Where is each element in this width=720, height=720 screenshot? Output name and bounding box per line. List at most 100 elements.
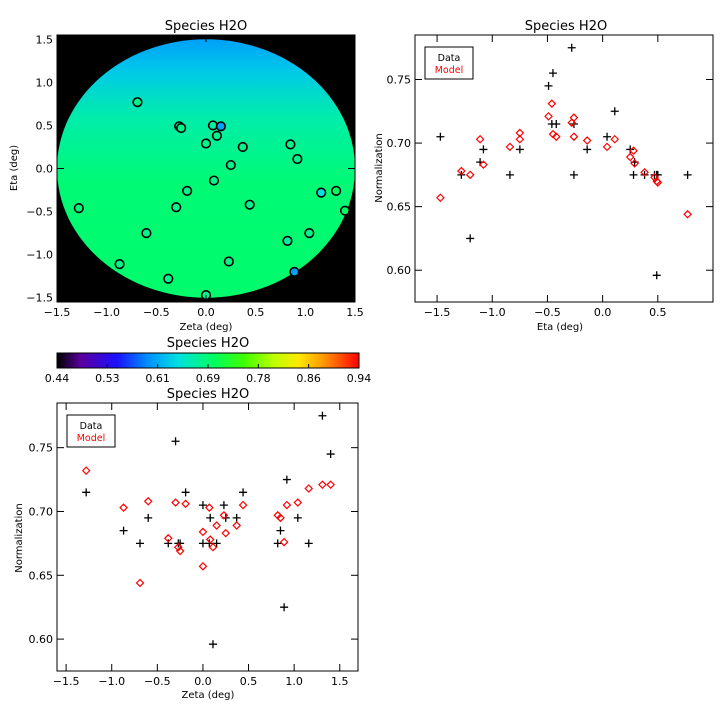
eta-data-point [567, 43, 576, 52]
zeta-model-point [208, 542, 218, 552]
map-point [225, 159, 236, 171]
map-point [163, 273, 174, 284]
zeta-model-point [279, 537, 289, 547]
map-point [114, 259, 125, 270]
map-point [292, 153, 303, 165]
zeta-model-point [293, 498, 303, 507]
zeta-points [81, 411, 335, 649]
zeta-data-point [276, 526, 285, 535]
colorbar-ticks: 0.44 0.53 0.61 0.69 0.78 0.86 0.94 [45, 364, 372, 385]
eta-model-point [629, 146, 638, 156]
zeta-model-point [238, 500, 248, 510]
eta-data-point [603, 132, 612, 141]
zeta-model-point [198, 527, 208, 537]
eta-legend [424, 46, 474, 80]
zeta-ytick-label: 0.70 [29, 505, 54, 518]
map-field-disk [57, 39, 355, 298]
eta-ytick-label: 0.75 [387, 74, 412, 87]
zeta-data-point [119, 526, 128, 535]
map-point [237, 141, 248, 153]
eta-data-point [583, 145, 592, 154]
zeta-xtick-label: −0.5 [144, 675, 171, 688]
zeta-model-point [221, 528, 231, 538]
zeta-model-point [204, 503, 214, 512]
map-axes: −1.5 −1.0 −0.5 0.0 0.5 1.0 1.5 −1.5 −1.0 −0.5 0.0 0… [26, 33, 363, 319]
eta-model-point [515, 128, 525, 138]
zeta-ytick-label: 0.75 [29, 442, 54, 455]
zeta-data-point [181, 488, 190, 497]
zeta-data-point [219, 501, 228, 510]
eta-model-point [479, 160, 488, 170]
zeta-data-point [164, 539, 173, 548]
eta-data-point [552, 120, 561, 128]
map-ylabel: Eta (deg) [9, 145, 20, 191]
map-point [285, 139, 296, 150]
zeta-model-point [304, 484, 314, 493]
zeta-data-point [144, 513, 153, 522]
map-title: Species H2O [165, 19, 247, 34]
zeta-data-point [82, 488, 91, 497]
zeta-data-point [318, 411, 327, 420]
eta-model-point [653, 178, 663, 187]
map-point [316, 187, 327, 198]
zeta-xtick-label: 0.5 [240, 675, 258, 688]
zeta-data-point [212, 539, 221, 548]
eta-model-point [457, 166, 466, 176]
eta-model-point [683, 209, 692, 219]
colorbar-tick-label: 0.69 [196, 372, 221, 385]
zeta-data-point [208, 640, 217, 649]
zeta-model-point [163, 533, 173, 543]
zeta-data-point [280, 603, 289, 612]
map-point [244, 199, 255, 210]
zeta-data-point [136, 539, 145, 548]
zeta-legend [66, 414, 116, 448]
zeta-xtick-label: 1.5 [331, 675, 349, 688]
eta-data-point [683, 170, 692, 179]
eta-model-point [551, 132, 561, 142]
zeta-ytick-label: 0.65 [29, 569, 54, 582]
map-panel: Species H2O −1.5 −1.0 −0.5 0.0 0.5 1.0 1.5−1.5… [9, 19, 364, 333]
eta-xtick-label: −1.0 [479, 306, 506, 319]
zeta-model-point [175, 546, 185, 556]
zeta-axes: −1.5 −1.0 −0.5 0.0 0.5 1.0 1.5 0.60 0.65 0.70 0.75 [29, 403, 358, 688]
eta-legend-data: Data [438, 53, 461, 64]
zeta-model-point [326, 480, 335, 490]
colorbar-tick-label: 0.94 [347, 372, 372, 385]
map-xtick-label: 1.5 [346, 306, 364, 319]
colorbar-tick-label: 0.53 [95, 372, 120, 385]
zeta-model-point [198, 562, 208, 571]
map-xtick-label: 0.5 [247, 306, 265, 319]
map-ytick-label: −1.0 [26, 249, 53, 262]
map-xtick-label: −1.5 [44, 306, 71, 319]
map-xtick-label: 0.0 [197, 306, 215, 319]
eta-data-point [505, 170, 514, 179]
zeta-data-point [304, 539, 313, 548]
zeta-model-point [135, 578, 145, 588]
zeta-title: Species H2O [167, 387, 249, 402]
eta-data-point [610, 107, 619, 116]
zeta-data-point [326, 450, 335, 459]
eta-model-point [630, 159, 639, 168]
zeta-model-point [171, 498, 180, 507]
eta-data-point [629, 170, 638, 179]
eta-xlabel: Eta (deg) [537, 322, 583, 333]
map-points [73, 97, 351, 301]
eta-model-point [610, 134, 620, 144]
zeta-model-point [219, 510, 229, 520]
map-xtick-label: 1.0 [297, 306, 315, 319]
map-point [200, 138, 212, 149]
colorbar-tick-label: 0.78 [246, 372, 271, 385]
map-point [171, 202, 182, 213]
map-point [211, 130, 223, 141]
eta-model-point [544, 112, 553, 121]
map-xtick-label: −1.0 [93, 306, 120, 319]
map-ytick-label: −0.5 [26, 206, 53, 219]
map-point [215, 121, 226, 132]
zeta-model-point [282, 500, 292, 510]
eta-data-point [548, 69, 557, 78]
map-ytick-label: 1.0 [36, 76, 54, 89]
zeta-data-point [206, 513, 215, 522]
zeta-model-point [181, 499, 190, 509]
zeta-data-point [293, 513, 302, 522]
